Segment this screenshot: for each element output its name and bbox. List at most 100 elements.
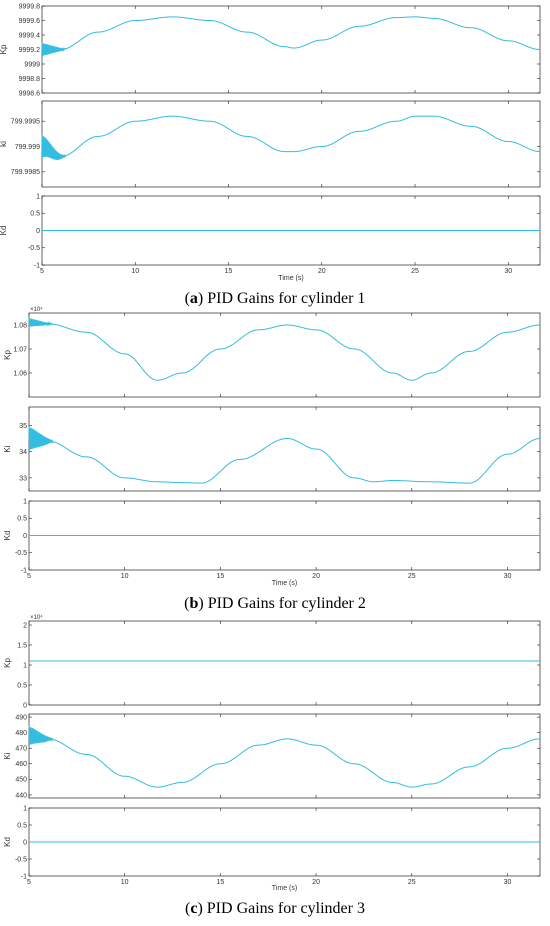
axes-frame [41,5,541,94]
y-tick-label: 35 [19,423,27,430]
x-tick-label: 5 [27,573,31,580]
x-tick-label: 20 [312,879,320,886]
x-axis-label: Time (s) [272,885,297,892]
y-tick-label: 799.999 [15,144,40,151]
x-tick-label: 20 [312,573,320,580]
y-tick-label: -1 [21,873,27,880]
y-tick-label: 1 [23,498,27,505]
y-tick-label: 1.5 [17,642,27,649]
y-tick-label: 9999.4 [19,32,41,39]
y-tick-label: 0 [23,533,27,540]
subplot-ki: 799.9985 799.999 799.9995 ki [0,100,541,188]
y-tick-label: 0.5 [17,516,27,523]
y-tick-label: 0 [36,228,40,235]
y-axis-label: Kd [0,226,8,236]
y-tick-label: 799.9995 [11,119,40,126]
y-axis-label: ki [0,141,8,147]
y-tick-label: 9998.6 [19,90,41,97]
y-axis-label: Kd [3,531,12,541]
y-axis-label: Kp [0,44,8,54]
axes-frame [28,312,541,398]
chart-panel-c: 0 0.5 1 1.5 2 Kp ×10⁴ 440 450 460 470 480 490 Ki -1 -0.… [3,614,541,892]
y-tick-label: 1 [23,805,27,812]
x-axis-label: Time (s) [272,580,297,587]
y-tick-label: 440 [15,792,27,799]
y-tick-label: 9999.8 [19,3,41,10]
y-axis-label: Ki [3,752,12,759]
y-tick-label: 33 [19,475,27,482]
subplot-kp: 9998.6 9998.8 9999 9999.2 9999.4 9999.6 9999.8… [0,3,541,97]
y-tick-label: 9999.6 [19,18,41,25]
series-line-ki [28,726,541,788]
y-tick-label: -0.5 [28,245,40,252]
y-exponent-label: ×10⁴ [30,614,43,621]
x-tick-label: 20 [318,268,326,275]
subplot-kd: -1 -0.5 0 0.5 1 Kd 5 10 15 20 25 30 Time (s) [3,805,541,892]
y-tick-label: 470 [15,746,27,753]
subplot-ki: 33 34 35 Ki [3,406,541,492]
series-line-ki [41,115,541,160]
x-tick-label: 5 [40,268,44,275]
subplot-kd: -1 -0.5 0 0.5 1 Kd 5 10 15 20 25 30 Time (s) [0,193,541,282]
y-tick-label: 34 [19,449,27,456]
y-axis-label: Kp [3,350,12,360]
y-tick-label: 1.06 [13,370,27,377]
y-tick-label: 0.5 [17,822,27,829]
y-tick-label: 9998.8 [19,76,41,83]
x-tick-label: 30 [504,573,512,580]
series-line-kp [41,16,541,56]
axes-frame [28,620,541,706]
x-tick-label: 10 [131,268,139,275]
x-tick-label: 10 [121,879,129,886]
y-tick-label: 2 [23,622,27,629]
x-tick-label: 15 [216,879,224,886]
y-tick-label: 0.5 [17,682,27,689]
y-tick-label: 9999.2 [19,47,41,54]
y-tick-label: 0.5 [30,211,40,218]
series-line-kp [28,318,541,381]
chart-panel-b: 1.06 1.07 1.08 Kp ×10⁴ 33 34 35 Ki -1 -0.5 0 0.5 1 Kd 5… [3,306,541,587]
y-exponent-label: ×10⁴ [30,306,43,313]
x-tick-label: 25 [408,573,416,580]
y-tick-label: 1.07 [13,346,27,353]
y-axis-label: Ki [3,445,12,452]
x-tick-label: 5 [27,879,31,886]
y-tick-label: 460 [15,761,27,768]
x-tick-label: 30 [504,879,512,886]
y-tick-label: 1.08 [13,322,27,329]
y-tick-label: 1 [36,193,40,200]
axes-frame [28,406,541,492]
y-tick-label: 0 [23,839,27,846]
x-tick-label: 30 [504,268,512,275]
y-tick-label: 9999 [24,61,40,68]
x-tick-label: 25 [411,268,419,275]
chart-panel-a: 9998.6 9998.8 9999 9999.2 9999.4 9999.6 9999.8… [0,3,541,282]
y-tick-label: 799.9985 [11,169,40,176]
y-axis-label: Kd [3,837,12,847]
y-tick-label: 480 [15,730,27,737]
caption-b: (b) PID Gains for cylinder 2 [184,595,366,612]
subplot-ki: 440 450 460 470 480 490 Ki [3,713,541,799]
axes-frame [41,100,541,188]
y-tick-label: -0.5 [15,856,27,863]
x-tick-label: 25 [408,879,416,886]
y-tick-label: -1 [34,262,40,269]
y-tick-label: 450 [15,777,27,784]
y-tick-label: 490 [15,715,27,722]
y-tick-label: -1 [21,567,27,574]
y-tick-label: 1 [23,662,27,669]
subplot-kp: 0 0.5 1 1.5 2 Kp ×10⁴ [3,614,541,709]
caption-a: (a) PID Gains for cylinder 1 [184,290,366,307]
caption-c: (c) PID Gains for cylinder 3 [185,900,365,917]
y-axis-label: Kp [3,658,12,668]
axes-frame [28,713,541,799]
subplot-kd: -1 -0.5 0 0.5 1 Kd 5 10 15 20 25 30 Time (s) [3,498,541,587]
x-tick-label: 15 [225,268,233,275]
x-tick-label: 10 [121,573,129,580]
subplot-kp: 1.06 1.07 1.08 Kp ×10⁴ [3,306,541,398]
series-line-ki [28,426,541,484]
y-tick-label: 0 [23,702,27,709]
x-axis-label: Time (s) [278,275,303,282]
y-tick-label: -0.5 [15,550,27,557]
